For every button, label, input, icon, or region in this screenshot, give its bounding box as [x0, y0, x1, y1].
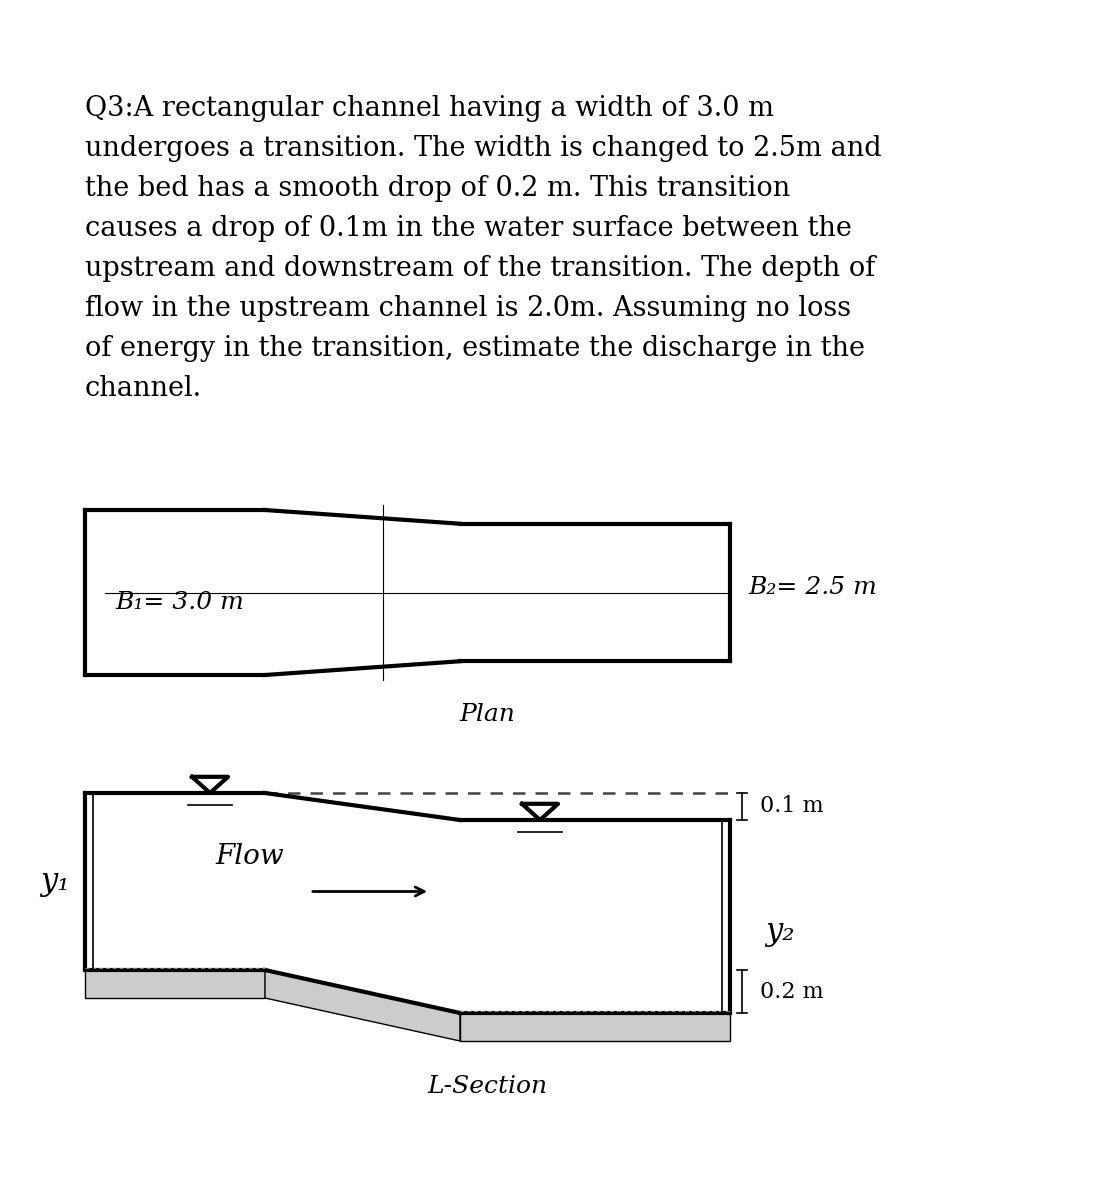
Text: L-Section: L-Section: [428, 1075, 548, 1098]
Text: B₂= 2.5 m: B₂= 2.5 m: [748, 576, 877, 599]
Polygon shape: [85, 970, 265, 998]
Text: Flow: Flow: [216, 842, 283, 870]
Polygon shape: [459, 1013, 730, 1040]
Text: 0.1 m: 0.1 m: [760, 796, 824, 817]
Text: Plan: Plan: [459, 703, 515, 726]
Text: Q3:A rectangular channel having a width of 3.0 m
undergoes a transition. The wid: Q3:A rectangular channel having a width …: [85, 95, 882, 402]
Text: B₁= 3.0 m: B₁= 3.0 m: [115, 590, 244, 614]
Text: y₁: y₁: [40, 866, 70, 898]
Text: y₂: y₂: [765, 916, 794, 947]
Polygon shape: [265, 970, 459, 1040]
Text: 0.2 m: 0.2 m: [760, 980, 824, 1002]
